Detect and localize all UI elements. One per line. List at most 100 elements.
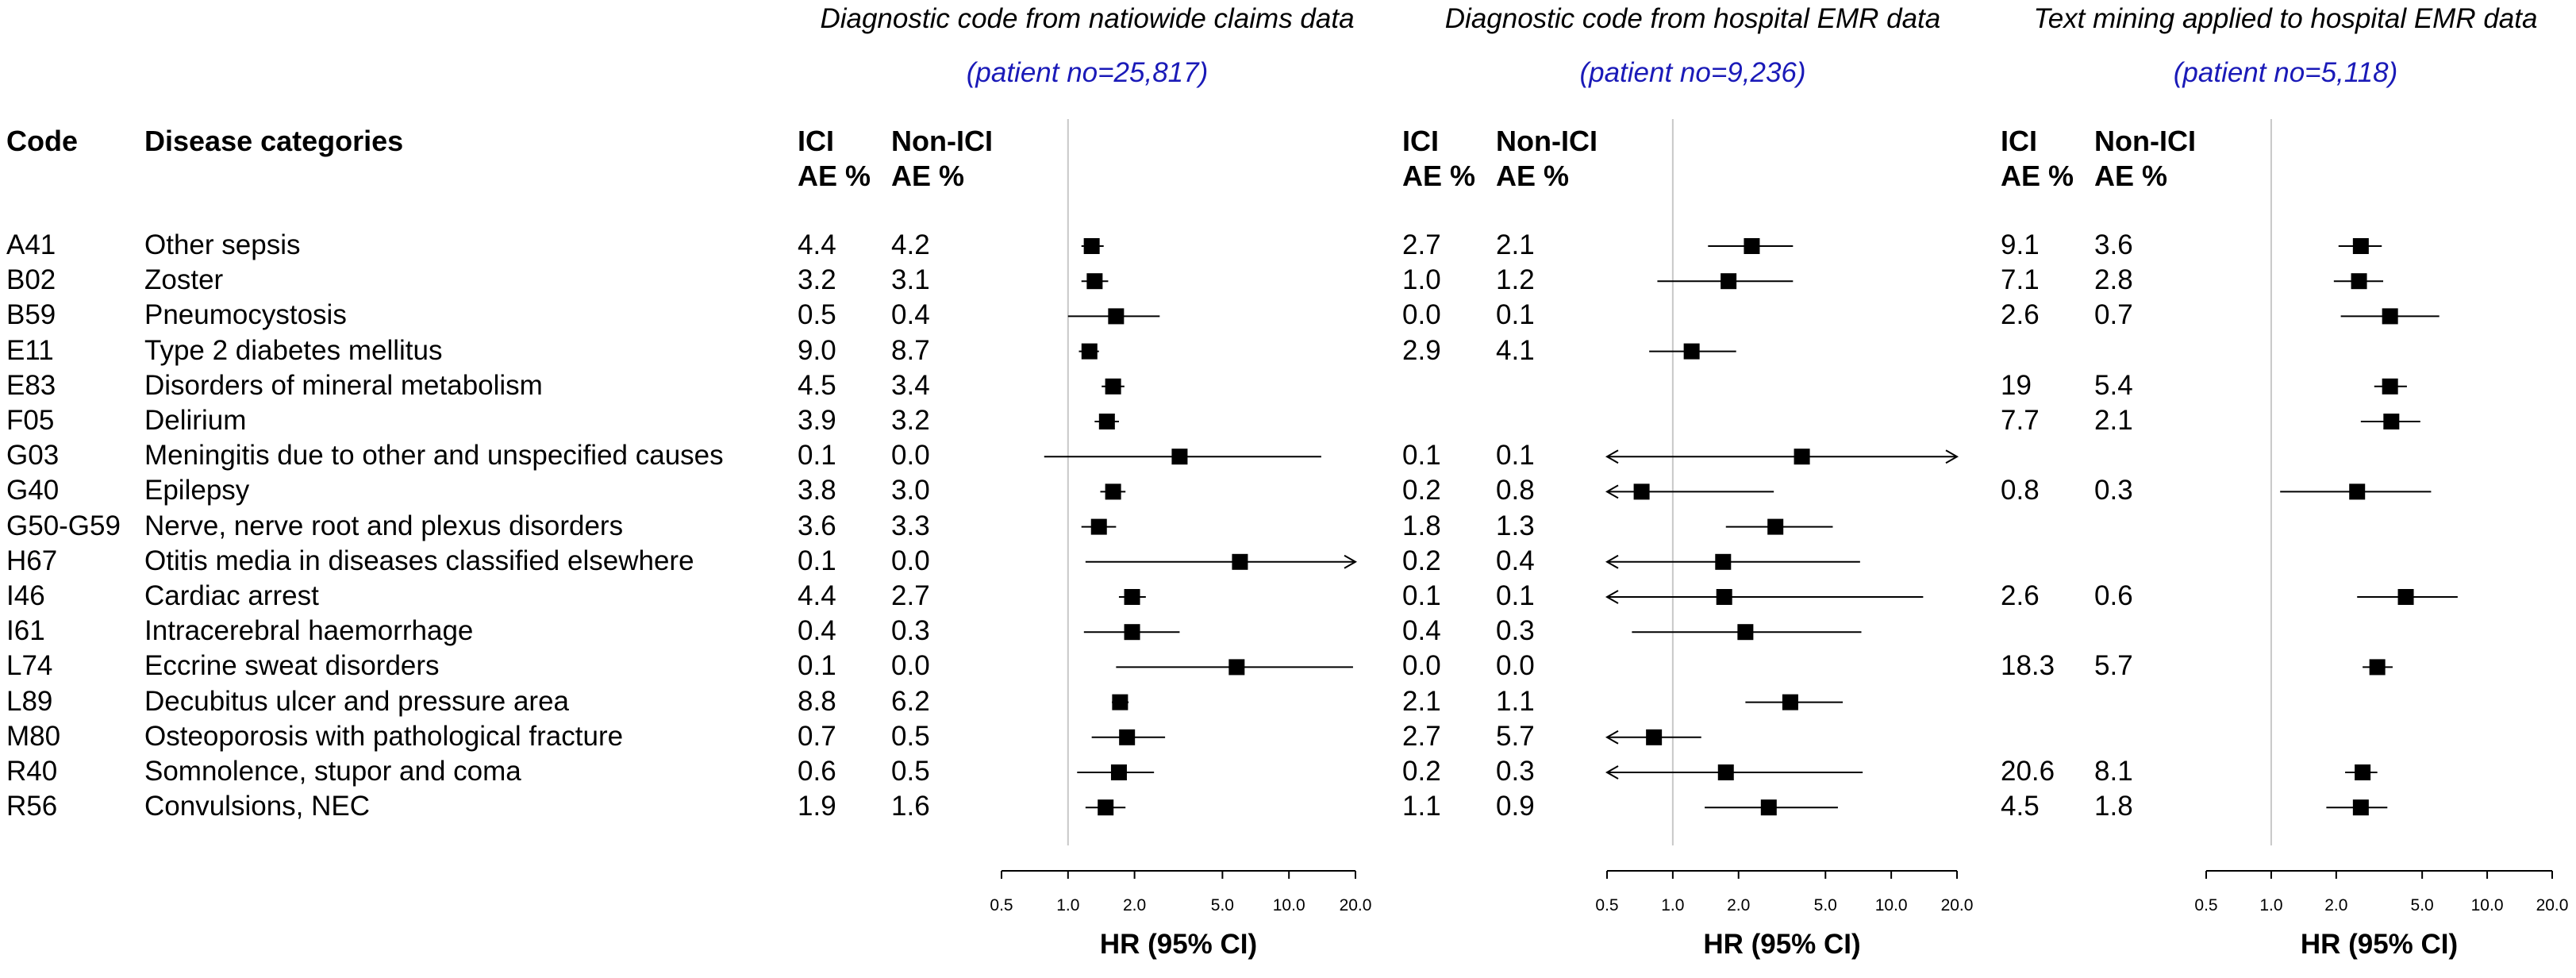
x-tick-label: 0.5	[1595, 896, 1618, 914]
ci-arrow-left	[1605, 590, 1619, 604]
hr-point	[2382, 378, 2398, 395]
ici-ae-value: 2.7	[1402, 720, 1441, 752]
nonici-ae-value: 4.2	[891, 229, 930, 260]
nonici-ae-value: 1.2	[1496, 264, 1535, 296]
nonici-header: Non-ICI	[1496, 125, 1598, 157]
code-header: Code	[6, 125, 78, 157]
ici-ae-value: 4.5	[798, 369, 836, 401]
hr-point	[1105, 378, 1121, 395]
row-code: I61	[6, 615, 45, 647]
nonici-ae-value: 2.1	[2094, 405, 2133, 436]
hr-point	[2397, 589, 2414, 605]
nonici-ae-value: 0.1	[1496, 580, 1535, 611]
hr-point	[1105, 483, 1121, 500]
ici-ae-value: 0.2	[1402, 756, 1441, 787]
x-tick-label: 5.0	[1211, 896, 1234, 914]
ici-ae-value: 0.1	[798, 440, 836, 472]
hr-point	[2351, 273, 2367, 290]
hr-point	[2382, 308, 2398, 325]
nonici-ae-value: 0.8	[1496, 475, 1535, 506]
ici-header-ae: AE %	[798, 160, 871, 192]
nonici-ae-value: 3.4	[891, 369, 930, 401]
row-category: Pneumocystosis	[144, 299, 347, 331]
row-category: Delirium	[144, 405, 247, 436]
x-tick-label: 10.0	[2471, 896, 2504, 914]
nonici-ae-value: 0.0	[891, 650, 930, 682]
nonici-ae-value: 3.1	[891, 264, 930, 296]
row-code: R40	[6, 756, 58, 787]
hr-point	[1646, 729, 1663, 745]
row-code: G03	[6, 440, 60, 472]
nonici-header: Non-ICI	[2094, 125, 2196, 157]
x-tick-label: 5.0	[1814, 896, 1837, 914]
ici-ae-value: 0.7	[798, 720, 836, 752]
row-category: Meningitis due to other and unspecified …	[144, 440, 724, 472]
ici-ae-value: 3.8	[798, 475, 836, 506]
hr-point	[1715, 553, 1732, 570]
ici-ae-value: 4.4	[798, 229, 836, 260]
hr-point	[2352, 238, 2369, 254]
row-code: F05	[6, 405, 55, 436]
ici-ae-value: 0.5	[798, 299, 836, 331]
nonici-ae-value: 0.3	[1496, 756, 1535, 787]
row-category: Cardiac arrest	[144, 580, 319, 611]
ici-ae-value: 2.6	[2001, 580, 2040, 611]
hr-point	[1228, 659, 1245, 676]
nonici-ae-value: 0.1	[1496, 299, 1535, 331]
ici-ae-value: 0.1	[798, 545, 836, 576]
row-code: M80	[6, 720, 61, 752]
nonici-ae-value: 0.7	[2094, 299, 2133, 331]
x-tick-label: 5.0	[2411, 896, 2434, 914]
ici-header-ae: AE %	[1402, 160, 1476, 192]
hr-point	[1124, 589, 1140, 605]
nonici-ae-value: 1.3	[1496, 510, 1535, 541]
row-category: Intracerebral haemorrhage	[144, 615, 474, 647]
x-tick-label: 0.5	[2194, 896, 2217, 914]
nonici-ae-value: 5.7	[1496, 720, 1535, 752]
ici-ae-value: 2.6	[2001, 299, 2040, 331]
x-tick-label: 1.0	[2259, 896, 2282, 914]
hr-point	[2369, 659, 2386, 676]
hr-point	[1171, 449, 1188, 465]
hr-point	[1108, 308, 1125, 325]
nonici-ae-value: 0.4	[891, 299, 930, 331]
row-code: R56	[6, 791, 58, 822]
hr-point	[1112, 694, 1128, 710]
hr-point	[2352, 799, 2369, 816]
nonici-ae-value: 0.1	[1496, 440, 1535, 472]
nonici-ae-value: 2.8	[2094, 264, 2133, 296]
ici-ae-value: 0.2	[1402, 545, 1441, 576]
ci-arrow-right	[1945, 449, 1959, 464]
hr-point	[2349, 483, 2366, 500]
row-code: B02	[6, 264, 56, 296]
nonici-ae-value: 0.3	[891, 615, 930, 647]
x-axis-label: HR (95% CI)	[1703, 929, 1861, 960]
ici-ae-value: 19	[2001, 369, 2032, 401]
hr-point	[1119, 729, 1136, 745]
hr-point	[1083, 238, 1100, 254]
row-category: Type 2 diabetes mellitus	[144, 334, 443, 366]
nonici-ae-value: 6.2	[891, 685, 930, 717]
ici-ae-value: 8.8	[798, 685, 836, 717]
panel-subtitle: (patient no=5,118)	[2173, 57, 2398, 88]
row-category: Somnolence, stupor and coma	[144, 756, 521, 787]
ici-ae-value: 0.1	[1402, 440, 1441, 472]
ci-arrow-left	[1605, 730, 1619, 745]
panel-subtitle: (patient no=25,817)	[966, 57, 1209, 88]
x-tick-label: 20.0	[2536, 896, 2569, 914]
row-code: G50-G59	[6, 510, 121, 541]
hr-point	[1124, 624, 1140, 641]
ici-header: ICI	[1402, 125, 1440, 157]
hr-point	[1767, 518, 1784, 535]
nonici-ae-value: 0.0	[891, 545, 930, 576]
row-category: Zoster	[144, 264, 224, 296]
nonici-ae-value: 8.1	[2094, 756, 2133, 787]
nonici-ae-value: 0.0	[891, 440, 930, 472]
row-code: G40	[6, 475, 60, 506]
x-tick-label: 2.0	[1727, 896, 1750, 914]
hr-point	[1110, 764, 1127, 780]
panel-title: Diagnostic code from natiowide claims da…	[820, 3, 1355, 34]
ici-ae-value: 1.1	[1402, 791, 1441, 822]
nonici-ae-value: 2.7	[891, 580, 930, 611]
